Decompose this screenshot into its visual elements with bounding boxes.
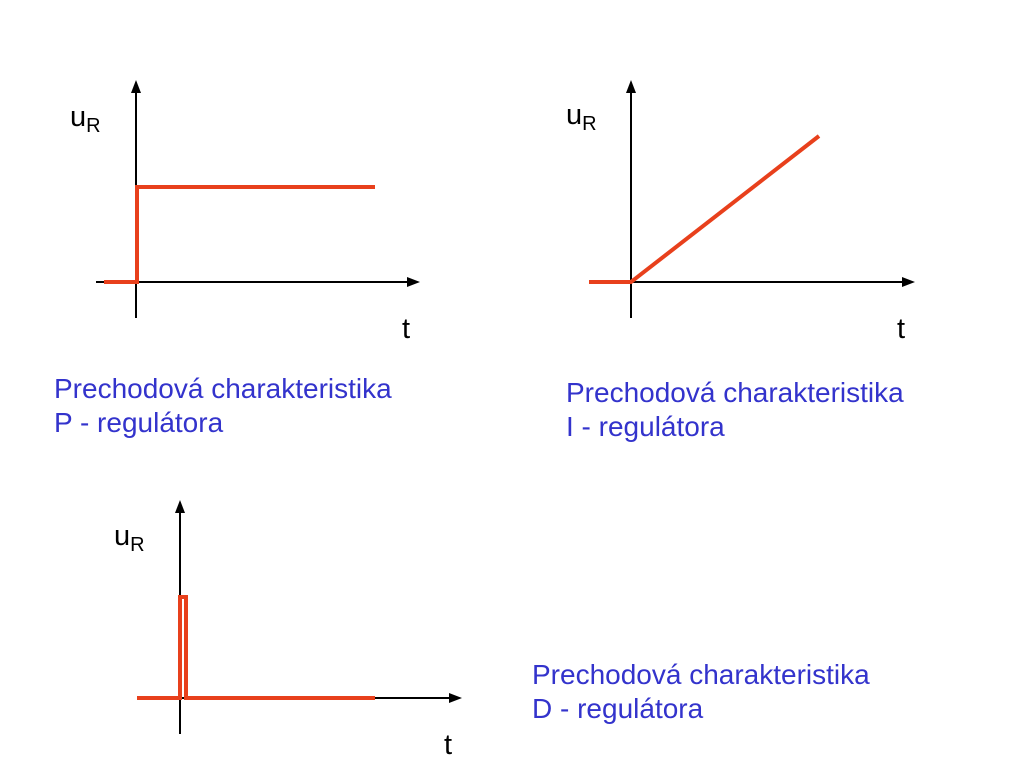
d-caption-line-1: Prechodová charakteristika	[532, 659, 870, 690]
i-y-axis-label: uR	[566, 99, 597, 135]
p-caption-line-1: Prechodová charakteristika	[54, 373, 392, 404]
p-x-axis-arrow-icon	[407, 277, 420, 287]
p-y-axis-arrow-icon	[131, 80, 141, 93]
d-x-axis-label: t	[444, 729, 452, 761]
i-x-axis-label: t	[897, 313, 905, 345]
i-controller-caption: Prechodová charakteristika I - regulátor…	[566, 376, 904, 444]
p-x-axis-label: t	[402, 313, 410, 345]
d-caption-line-2: D - regulátora	[532, 693, 704, 724]
p-y-axis-label: uR	[70, 101, 101, 137]
d-x-axis-arrow-icon	[449, 693, 462, 703]
p-caption-line-2: P - regulátora	[54, 407, 224, 438]
i-caption-line-1: Prechodová charakteristika	[566, 377, 904, 408]
i-caption-line-2: I - regulátora	[566, 411, 725, 442]
d-y-axis-arrow-icon	[175, 500, 185, 513]
d-controller-caption: Prechodová charakteristika D - regulátor…	[532, 658, 870, 726]
p-step-response-curve	[104, 185, 375, 284]
d-y-axis-label: uR	[114, 520, 145, 556]
i-ramp-response-curve	[589, 134, 821, 284]
i-y-axis-arrow-icon	[626, 80, 636, 93]
p-controller-caption: Prechodová charakteristika P - regulátor…	[54, 372, 392, 440]
i-x-axis-arrow-icon	[902, 277, 915, 287]
d-impulse-response-curve	[137, 595, 375, 700]
